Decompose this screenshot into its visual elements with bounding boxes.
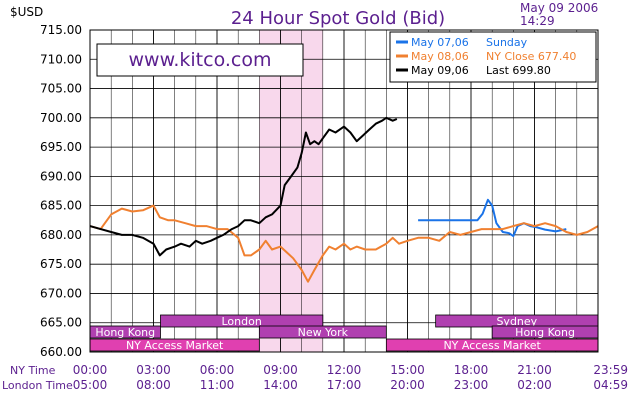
- session-label: NY Access Market: [443, 339, 541, 352]
- series-line: [89, 204, 599, 283]
- watermark-box: [96, 43, 304, 77]
- x-tick-label-ny: 15:00: [390, 363, 425, 377]
- date-label: May 09 2006: [520, 1, 598, 15]
- y-tick-label: 715.00: [40, 23, 82, 37]
- series-line: [89, 116, 398, 257]
- y-tick-label: 670.00: [40, 286, 82, 300]
- x-tick-label-london: 11:00: [200, 378, 235, 392]
- legend-text: Sunday: [486, 36, 528, 49]
- price-series: [89, 116, 599, 283]
- y-tick-label: 665.00: [40, 316, 82, 330]
- session-label: Sydney: [496, 315, 537, 328]
- legend-text: NY Close 677.40: [486, 50, 576, 63]
- x-tick-label-ny: 12:00: [327, 363, 362, 377]
- chart-title: 24 Hour Spot Gold (Bid): [231, 8, 445, 29]
- x-tick-label-ny: 00:00: [73, 363, 108, 377]
- ny-time-axis-label: NY Time: [10, 364, 56, 377]
- x-tick-label-london: 23:00: [454, 378, 489, 392]
- y-tick-label: 700.00: [40, 111, 82, 125]
- series-line: [418, 198, 567, 238]
- session-label: Hong Kong: [95, 326, 155, 339]
- session-label: New York: [298, 326, 349, 339]
- currency-label: $USD: [10, 5, 43, 19]
- plot-frame: [89, 29, 599, 353]
- session-label: London: [221, 315, 261, 328]
- x-tick-label-london: 04:59: [593, 378, 628, 392]
- x-tick-label-london: 20:00: [390, 378, 425, 392]
- session-bar: [160, 314, 324, 328]
- x-tick-label-london: 17:00: [327, 378, 362, 392]
- y-tick-label: 695.00: [40, 140, 82, 154]
- x-tick-label-ny: 18:00: [454, 363, 489, 377]
- legend-date: May 08,06: [411, 50, 469, 63]
- session-label: NY Access Market: [126, 339, 224, 352]
- session-bar: [258, 325, 387, 339]
- y-tick-label: 690.00: [40, 169, 82, 183]
- x-tick-label-london: 02:00: [517, 378, 552, 392]
- y-tick-label: 675.00: [40, 257, 82, 271]
- x-tick-label-london: 05:00: [73, 378, 108, 392]
- x-tick-label-ny: 03:00: [136, 363, 171, 377]
- x-tick-label-london: 14:00: [263, 378, 298, 392]
- london-time-axis-label: London Time: [2, 379, 73, 392]
- session-label: Hong Kong: [515, 326, 575, 339]
- y-tick-label: 660.00: [40, 345, 82, 359]
- legend-box: [389, 31, 597, 83]
- legend: May 07,06 Sunday May 08,06 NY Close 677.40 M…: [389, 31, 597, 83]
- y-axis: 660.00 665.00 670.00 675.00 680.00 685.00 690.…: [40, 23, 82, 359]
- watermark-text: www.kitco.com: [128, 49, 271, 71]
- x-tick-label-london: 08:00: [136, 378, 171, 392]
- x-tick-label-ny: 21:00: [517, 363, 552, 377]
- legend-text: Last 699.80: [486, 64, 551, 77]
- chart-background-layer: [259, 30, 323, 352]
- y-tick-label: 685.00: [40, 199, 82, 213]
- time-label: 14:29: [520, 14, 555, 28]
- x-tick-label-ny: 06:00: [200, 363, 235, 377]
- x-tick-label-ny: 23:59: [593, 363, 628, 377]
- legend-date: May 07,06: [411, 36, 469, 49]
- y-tick-label: 710.00: [40, 52, 82, 66]
- y-tick-label: 705.00: [40, 82, 82, 96]
- legend-date: May 09,06: [411, 64, 469, 77]
- y-tick-label: 680.00: [40, 228, 82, 242]
- x-tick-label-ny: 09:00: [263, 363, 298, 377]
- session-highlight-band: [259, 30, 323, 352]
